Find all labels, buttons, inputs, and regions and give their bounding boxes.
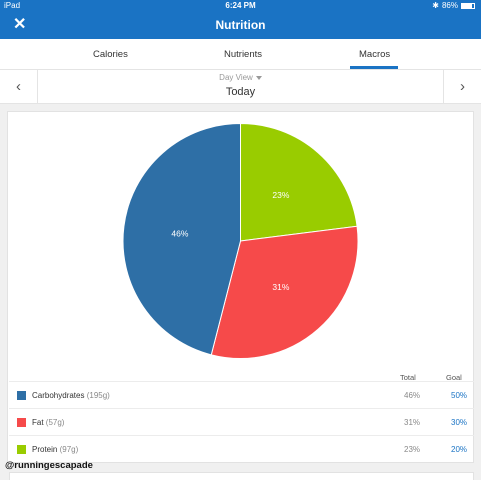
pie-label-fat: 31%	[272, 282, 289, 292]
pie-label-carbohydrates: 46%	[171, 228, 188, 238]
chevron-left-icon[interactable]: ‹	[0, 70, 38, 103]
battery-icon	[461, 2, 475, 9]
status-right: ✱ 86%	[432, 0, 475, 11]
close-icon[interactable]: ✕	[13, 16, 27, 33]
legend-row-fat: Fat (57g) 31% 30%	[9, 408, 474, 435]
tab-calories[interactable]: Calories	[93, 49, 128, 60]
status-time: 6:24 PM	[225, 1, 256, 10]
day-view-dropdown[interactable]: Day View	[0, 73, 481, 82]
chevron-right-icon[interactable]: ›	[443, 70, 481, 103]
tab-nutrients[interactable]: Nutrients	[224, 49, 263, 60]
legend-grams: (195g)	[86, 391, 110, 400]
legend-row-protein: Protein (97g) 23% 20%	[9, 435, 474, 462]
legend-label: Carbohydrates	[32, 391, 85, 400]
bluetooth-icon: ✱	[432, 1, 439, 10]
legend-label: Fat	[32, 418, 44, 427]
battery-percent: 86%	[441, 1, 458, 10]
legend-label: Protein	[32, 445, 58, 454]
tab-bar: Calories Nutrients Macros	[0, 39, 481, 70]
total-value: 31%	[404, 418, 421, 427]
legend-swatch-fat	[17, 418, 26, 427]
pie-slice-protein	[240, 122, 358, 242]
legend-grams: (57g)	[45, 418, 65, 427]
tab-macros[interactable]: Macros	[359, 49, 391, 60]
pie-slice-carbohydrates	[122, 122, 241, 356]
device-label: iPad	[4, 1, 21, 10]
legend-swatch-protein	[17, 445, 26, 454]
goal-value: 50%	[451, 391, 468, 400]
total-value: 23%	[404, 445, 421, 454]
legend-swatch-carbohydrates	[17, 391, 26, 400]
pie-slice-fat	[210, 225, 359, 359]
date-label: Today	[225, 86, 256, 98]
watermark-credit: @runningescapade	[5, 460, 93, 471]
caret-down-icon	[255, 75, 262, 80]
status-bar: iPad 6:24 PM ✱ 86%	[0, 0, 481, 11]
legend-row-carbohydrates: Carbohydrates (195g) 46% 50%	[9, 381, 474, 408]
legend-grams: (97g)	[59, 445, 79, 454]
column-header-total: Total	[400, 373, 416, 382]
page-title: Nutrition	[215, 18, 266, 32]
column-header-goal: Goal	[446, 373, 462, 382]
nav-bar: ✕ Nutrition	[0, 11, 481, 39]
goal-value: 30%	[451, 418, 468, 427]
goal-value: 20%	[451, 445, 468, 454]
next-card-edge	[9, 472, 474, 480]
total-value: 46%	[404, 391, 421, 400]
pie-label-protein: 23%	[272, 190, 289, 200]
day-view-label: Day View	[219, 73, 253, 82]
day-selector: ‹ Day View Today ›	[0, 70, 481, 104]
active-tab-indicator	[350, 66, 398, 69]
